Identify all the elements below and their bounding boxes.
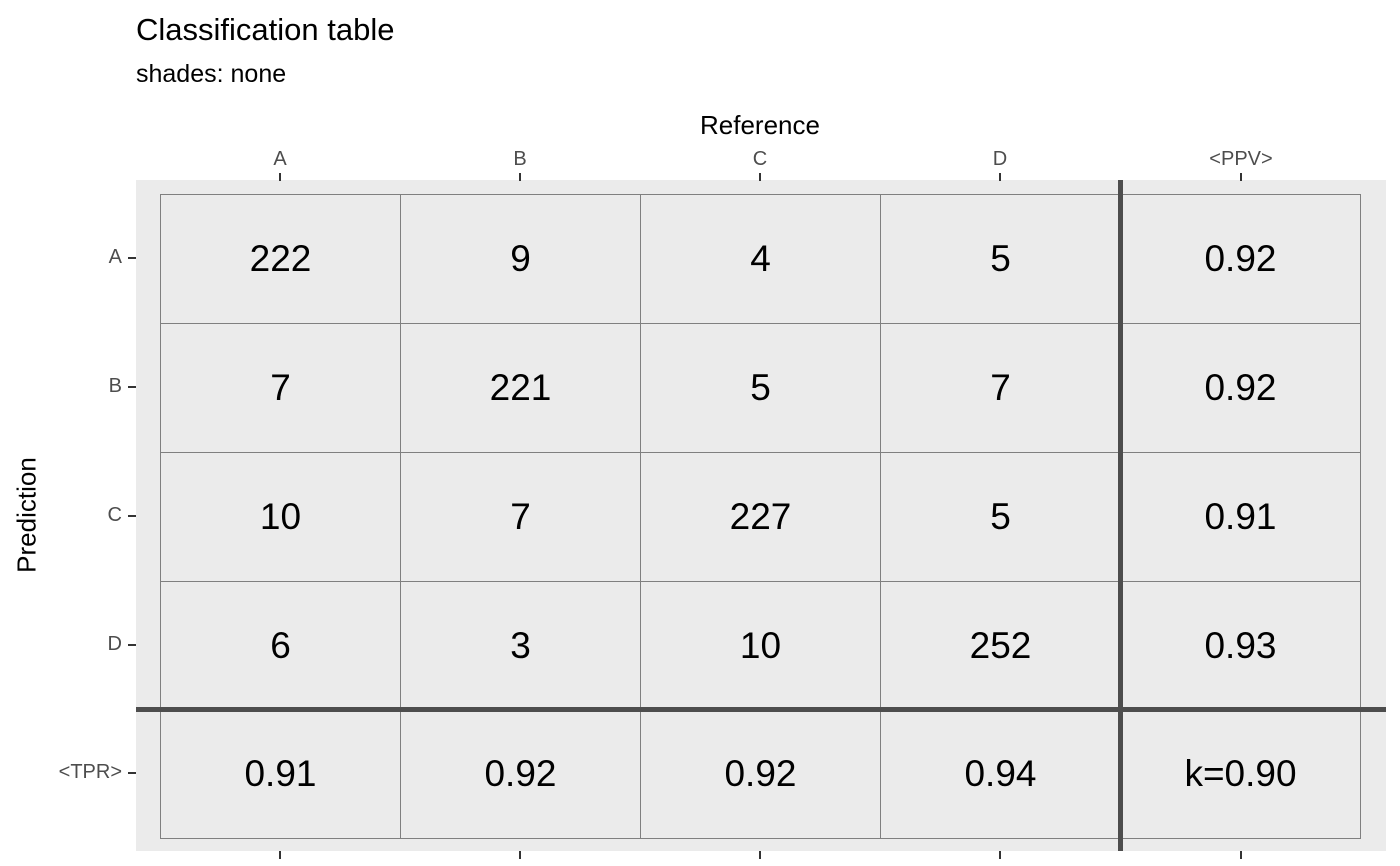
y-tick-mark [128, 386, 136, 388]
x-tick-mark [519, 173, 521, 181]
table-cell: 0.93 [1120, 581, 1361, 711]
x-tick-mark-bottom [519, 851, 521, 859]
y-tick-label: A [108, 246, 122, 268]
x-tick-mark-bottom [999, 851, 1001, 859]
table-cell: 10 [640, 581, 881, 711]
table-cell: 7 [160, 323, 401, 453]
y-tick-mark [128, 644, 136, 646]
table-cell: 222 [160, 194, 401, 324]
y-tick-label: D [107, 633, 122, 655]
table-cell: 3 [400, 581, 641, 711]
x-axis-label: Reference [700, 110, 820, 140]
tpr-separator-line [136, 707, 1386, 712]
ppv-separator-line [1118, 180, 1123, 851]
y-tick-label: <TPR> [58, 761, 122, 783]
table-cell: 0.92 [1120, 323, 1361, 453]
chart-subtitle: shades: none [136, 60, 287, 88]
table-cell: 9 [400, 194, 641, 324]
y-tick-label: B [108, 375, 122, 397]
table-cell: 5 [640, 323, 881, 453]
x-tick-label: C [752, 148, 768, 170]
table-cell: 0.94 [880, 709, 1121, 839]
x-tick-label: D [992, 148, 1008, 170]
chart-title: Classification table [136, 12, 395, 47]
table-cell: 10 [160, 452, 401, 582]
y-tick-label: C [107, 504, 122, 526]
y-tick-mark [128, 772, 136, 774]
table-cell: 252 [880, 581, 1121, 711]
table-cell: 7 [400, 452, 641, 582]
table-cell: 7 [880, 323, 1121, 453]
x-tick-label: <PPV> [1209, 148, 1273, 170]
table-cell: 6 [160, 581, 401, 711]
table-cell: 0.92 [640, 709, 881, 839]
table-cell: 5 [880, 194, 1121, 324]
table-cell: 221 [400, 323, 641, 453]
x-tick-label: B [513, 148, 527, 170]
x-tick-label: A [273, 148, 287, 170]
table-cell: 0.91 [1120, 452, 1361, 582]
table-cell: k=0.90 [1120, 709, 1361, 839]
x-tick-mark-bottom [1240, 851, 1242, 859]
x-tick-mark [999, 173, 1001, 181]
y-tick-mark [128, 515, 136, 517]
x-tick-mark [759, 173, 761, 181]
plot-panel [136, 180, 1386, 851]
x-tick-mark-bottom [759, 851, 761, 859]
table-cell: 227 [640, 452, 881, 582]
x-tick-mark-bottom [279, 851, 281, 859]
x-tick-mark [279, 173, 281, 181]
table-cell: 0.91 [160, 709, 401, 839]
y-tick-mark [128, 257, 136, 259]
table-cell: 4 [640, 194, 881, 324]
x-tick-mark [1240, 173, 1242, 181]
table-cell: 5 [880, 452, 1121, 582]
table-cell: 0.92 [400, 709, 641, 839]
table-cell: 0.92 [1120, 194, 1361, 324]
